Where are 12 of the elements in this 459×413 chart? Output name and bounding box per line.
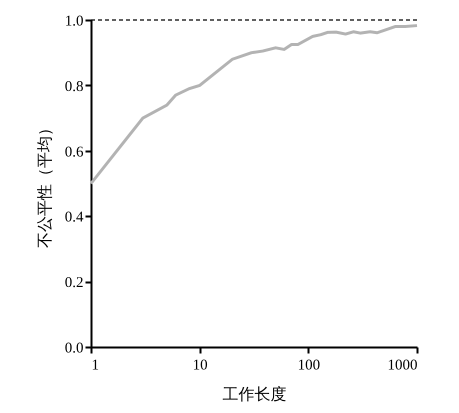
- y-tick-label: 0.2: [64, 275, 84, 292]
- y-tick-label: 0.6: [64, 144, 84, 160]
- y-tick-label: 0.4: [64, 210, 84, 226]
- x-tick-label: 10: [192, 358, 208, 374]
- x-tick-label: 1: [92, 358, 99, 374]
- y-tick-label: 0.8: [64, 78, 84, 95]
- y-tick-label: 0.0: [64, 340, 84, 356]
- y-tick-label: 1.0: [64, 14, 84, 30]
- x-axis-title: 工作长度: [222, 386, 286, 404]
- x-tick-label: 100: [298, 358, 320, 374]
- y-axis-title: 不公平性（平均）: [36, 120, 54, 248]
- x-tick-label: 1000: [388, 358, 418, 374]
